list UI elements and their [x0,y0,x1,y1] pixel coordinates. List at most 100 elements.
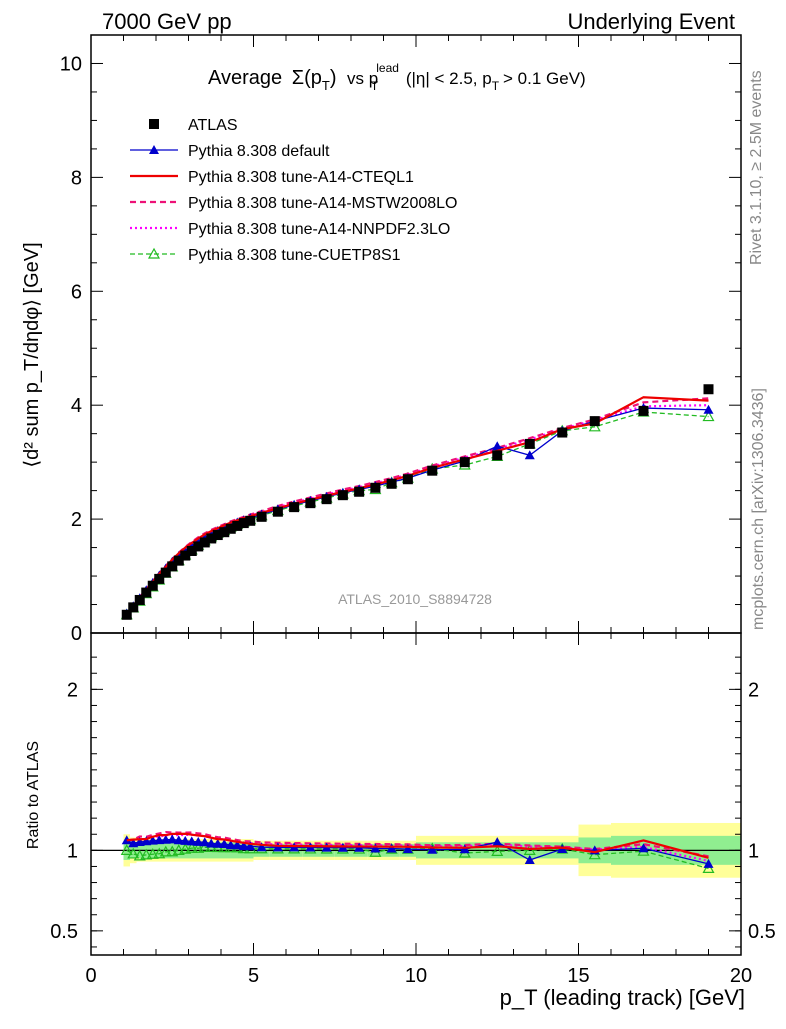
ratio-point-cuetp [702,862,715,874]
ratio-point-cuetp [127,847,140,859]
mcplots-label: mcplots.cern.ch [arXiv:1306.3436] [750,388,767,630]
ratio-point-default [186,836,197,846]
ratio-point-default [167,834,178,844]
ratio-point-default [459,844,470,854]
series-line-cteql1 [125,396,709,615]
data-point-atlas [121,609,132,620]
data-point-atlas [193,541,204,552]
title-vs-sup: lead [376,61,399,75]
ratio-point-cuetp [140,848,153,860]
data-point-atlas [638,405,649,416]
ratio-point-default [402,844,413,854]
data-point-atlas [272,506,283,517]
legend-label-mstw: Pythia 8.308 tune-A14-MSTW2008LO [188,195,457,212]
data-point-atlas [289,502,300,513]
legend-label-cuetp: Pythia 8.308 tune-CUETP8S1 [188,247,401,264]
data-point-atlas [492,450,503,461]
data-point-atlas [386,478,397,489]
y-tick-label: 6 [71,281,82,303]
data-point-atlas [154,573,165,584]
data-point-atlas [427,465,438,476]
ratio-point-default [492,837,503,847]
data-point-atlas [589,416,600,427]
rivet-label: Rivet 3.1.10, ≥ 2.5M events [748,70,765,265]
legend-marker-default [149,145,159,154]
ratio-point-default [199,837,210,847]
title-sigma: Σ(p [292,67,322,89]
ratio-point-default [386,843,397,853]
title-sigma-close: ) [330,67,337,89]
data-point-atlas [212,530,223,541]
ratio-point-default [524,855,535,865]
data-point-atlas [206,533,217,544]
ratio-point-default [427,844,438,854]
ratio-point-cuetp [179,842,192,854]
data-point-atlas [225,523,236,534]
ratio-point-default [370,843,381,853]
data-point-atlas [402,474,413,485]
ratio-tick-label-left: 2 [67,679,78,701]
x-tick-label: 20 [730,965,752,987]
y-axis-label-ratio: Ratio to ATLAS [25,741,42,849]
data-point-atlas [167,561,178,572]
x-tick-label: 5 [248,965,259,987]
ratio-point-default [193,836,204,846]
ratio-tick-label-right: 2 [748,679,759,701]
title-cuts-2: > 0.1 GeV) [503,69,586,88]
ratio-point-default [212,838,223,848]
data-point-atlas [337,490,348,501]
series-line-default [126,407,709,615]
y-tick-label: 10 [60,53,82,75]
title-average: Average [208,67,282,89]
y-axis-label-main: ⟨d² sum p_T/dηdφ⟩ [GeV] [21,242,43,467]
ratio-point-default [232,840,243,850]
x-axis-label: p_T (leading track) [GeV] [500,985,745,1010]
header-left: 7000 GeV pp [102,9,232,34]
ratio-point-cuetp [166,845,179,857]
data-point-atlas [147,580,158,591]
data-point-atlas [370,482,381,493]
title-vs-sub: T [371,79,379,93]
y-tick-label: 2 [71,509,82,531]
ratio-point-cuetp [159,845,172,857]
legend-label-default: Pythia 8.308 default [188,143,330,160]
header-right: Underlying Event [567,9,735,34]
data-point-atlas [199,537,210,548]
legend: ATLAS Pythia 8.308 default Pythia 8.308 tu… [130,117,457,264]
ratio-point-cuetp [120,844,133,855]
title-cuts-sub: T [492,79,500,93]
data-point-atlas [459,457,470,468]
ratio-point-default [180,835,191,845]
data-point-cuetp [588,420,601,432]
ratio-tick-label-left: 0.5 [50,921,78,943]
data-point-atlas [219,527,230,538]
data-point-atlas [557,427,568,438]
ratio-point-cuetp [133,849,146,861]
data-point-atlas [134,594,145,605]
ratio-point-cuetp [192,841,205,853]
data-point-atlas [524,438,535,449]
ratio-point-cuetp [491,845,504,856]
ratio-tick-label-right: 0.5 [748,921,776,943]
data-point-atlas [703,384,714,395]
data-point-atlas [321,494,332,505]
data-point-atlas [232,520,243,531]
ratio-point-default [219,838,230,848]
ratio-point-default [638,843,649,853]
legend-marker-cuetp [147,247,161,259]
x-tick-label: 10 [405,965,427,987]
data-point-atlas [160,567,171,578]
legend-marker-atlas [149,119,159,129]
ratio-series-group [120,831,715,874]
ratio-tick-label-left: 1 [67,840,78,862]
ratio-tick-label-right: 1 [748,840,759,862]
data-point-default [492,441,503,451]
data-point-atlas [186,545,197,556]
data-point-atlas [128,602,139,613]
y-tick-label: 0 [71,623,82,645]
data-point-cuetp [702,410,715,422]
title-vs: vs p [347,69,378,88]
svg-text:Average Σ(pT) vs p: Average Σ(pT) vs plead T (|η| < 2.5, pT > … [208,61,586,95]
series-line-cuetp [126,411,709,616]
